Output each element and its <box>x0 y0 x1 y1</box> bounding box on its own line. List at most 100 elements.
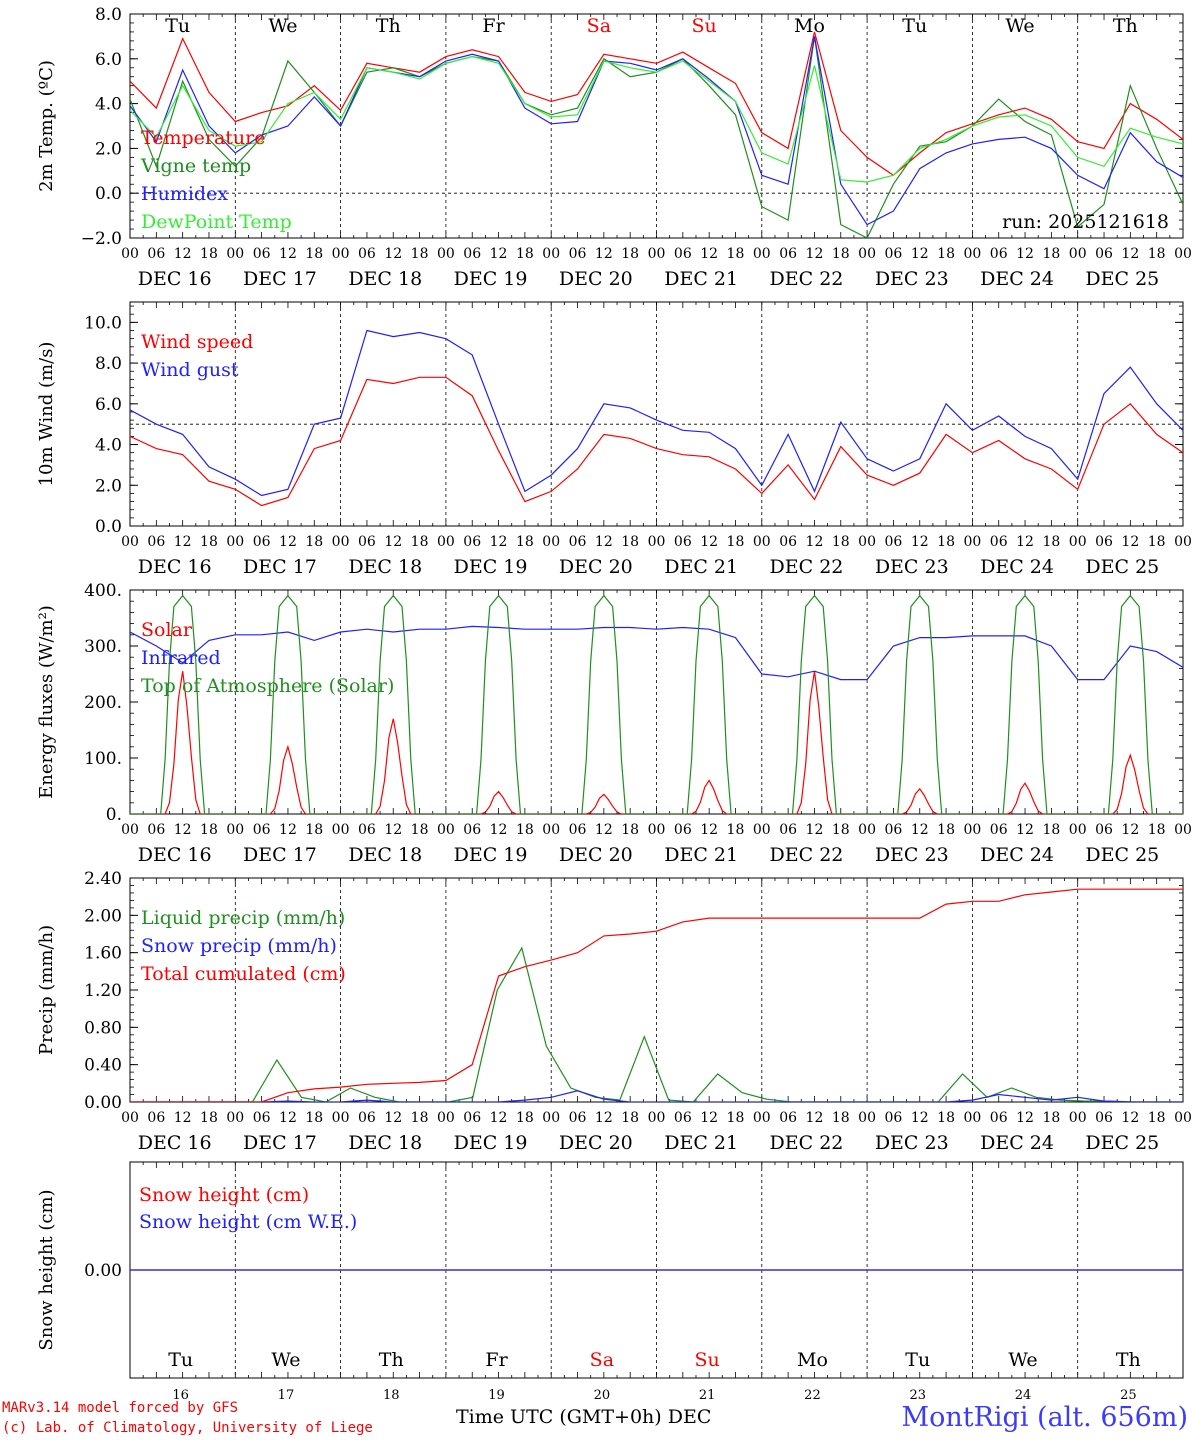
series-line-total-cumulated-cm- <box>130 888 1183 1102</box>
series-line-dewpoint-temp <box>130 55 1183 183</box>
weekday-label: Su <box>692 15 717 37</box>
weekday-label: Fr <box>482 15 505 37</box>
day-number-label: 24 <box>1015 1388 1032 1403</box>
weekday-label: Fr <box>485 1349 508 1371</box>
hour-tick-label: 06 <box>1095 822 1113 838</box>
hour-tick-label: 00 <box>963 246 981 262</box>
hour-tick-label: 12 <box>595 1110 613 1126</box>
date-label: DEC 20 <box>559 844 633 866</box>
hour-tick-label: 06 <box>885 1110 903 1126</box>
hour-tick-label: 12 <box>1016 534 1034 550</box>
series-line-infrared <box>130 625 1183 681</box>
hour-tick-label: 18 <box>727 1110 745 1126</box>
hour-tick-label: 12 <box>1016 246 1034 262</box>
day-number-label: 20 <box>594 1388 611 1403</box>
legend-entry: Solar <box>141 619 193 641</box>
hour-tick-label: 12 <box>279 1110 297 1126</box>
hour-tick-label: 12 <box>806 246 824 262</box>
hour-tick-label: 00 <box>1174 246 1192 262</box>
day-number-label: 16 <box>172 1388 189 1403</box>
hour-tick-label: 18 <box>1148 246 1166 262</box>
hour-tick-label: 12 <box>1121 534 1139 550</box>
hour-tick-label: 12 <box>384 1110 402 1126</box>
hour-tick-label: 18 <box>516 246 534 262</box>
date-label: DEC 25 <box>1085 844 1159 866</box>
date-label: DEC 18 <box>348 268 422 290</box>
hour-tick-label: 06 <box>358 1110 376 1126</box>
date-label: DEC 21 <box>664 844 738 866</box>
y-tick-label: 0.00 <box>84 1093 122 1113</box>
legend-entry: Wind speed <box>141 331 253 353</box>
hour-tick-label: 12 <box>595 822 613 838</box>
hour-tick-label: 18 <box>516 822 534 838</box>
hour-tick-label: 12 <box>1121 246 1139 262</box>
date-label: DEC 23 <box>875 556 949 578</box>
hour-tick-label: 12 <box>279 246 297 262</box>
hour-tick-label: 06 <box>779 822 797 838</box>
hour-tick-label: 12 <box>384 246 402 262</box>
weekday-label: Tu <box>165 15 190 37</box>
hour-tick-label: 00 <box>226 1110 244 1126</box>
hour-tick-label: 00 <box>121 534 139 550</box>
day-number-label: 25 <box>1120 1388 1137 1403</box>
y-tick-label: 0.80 <box>84 1018 122 1038</box>
weekday-label: Th <box>1113 15 1138 37</box>
weekday-label: We <box>1005 15 1034 37</box>
hour-tick-label: 12 <box>700 822 718 838</box>
date-label: DEC 21 <box>664 268 738 290</box>
hour-tick-label: 00 <box>963 534 981 550</box>
hour-tick-label: 18 <box>200 1110 218 1126</box>
date-label: DEC 21 <box>664 1132 738 1154</box>
hour-tick-label: 00 <box>332 822 350 838</box>
hour-tick-label: 06 <box>674 246 692 262</box>
y-tick-label: 400. <box>84 581 122 601</box>
date-label: DEC 18 <box>348 1132 422 1154</box>
y-tick-label: 4.0 <box>95 95 122 115</box>
hour-tick-label: 00 <box>121 246 139 262</box>
date-label: DEC 16 <box>138 268 212 290</box>
hour-tick-label: 18 <box>727 246 745 262</box>
hour-tick-label: 18 <box>200 246 218 262</box>
date-label: DEC 18 <box>348 556 422 578</box>
day-number-label: 21 <box>699 1388 716 1403</box>
hour-tick-label: 06 <box>885 534 903 550</box>
hour-tick-label: 18 <box>1042 1110 1060 1126</box>
hour-tick-label: 12 <box>595 534 613 550</box>
hour-tick-label: 06 <box>674 534 692 550</box>
hour-tick-label: 00 <box>648 246 666 262</box>
hour-tick-label: 06 <box>358 246 376 262</box>
date-label: DEC 18 <box>348 844 422 866</box>
panel-wind: 0.0 2.0 4.0 6.0 8.0 10.0 10m Wind (m/s) Wind sp… <box>36 301 1192 578</box>
hour-tick-label: 06 <box>779 246 797 262</box>
hour-tick-label: 18 <box>621 246 639 262</box>
hour-tick-label: 00 <box>648 822 666 838</box>
hour-tick-label: 18 <box>832 1110 850 1126</box>
panel-frame <box>129 589 1184 815</box>
hour-tick-label: 18 <box>305 1110 323 1126</box>
hour-tick-label: 00 <box>437 246 455 262</box>
date-label: DEC 17 <box>243 1132 317 1154</box>
hour-tick-label: 18 <box>937 1110 955 1126</box>
hour-tick-label: 00 <box>648 534 666 550</box>
date-label: DEC 17 <box>243 844 317 866</box>
hour-tick-label: 18 <box>727 534 745 550</box>
date-label: DEC 22 <box>770 268 844 290</box>
hour-tick-label: 18 <box>727 822 745 838</box>
hour-tick-label: 00 <box>1174 1110 1192 1126</box>
hour-tick-label: 06 <box>147 534 165 550</box>
y-axis-label: Energy fluxes (W/m²) <box>36 605 57 799</box>
weekday-label: Sa <box>590 1349 614 1371</box>
hour-tick-label: 06 <box>990 246 1008 262</box>
date-label: DEC 24 <box>980 844 1054 866</box>
hour-tick-label: 18 <box>937 822 955 838</box>
hour-tick-label: 06 <box>674 1110 692 1126</box>
hour-tick-label: 06 <box>990 1110 1008 1126</box>
hour-tick-label: 18 <box>516 534 534 550</box>
hour-tick-label: 06 <box>463 534 481 550</box>
y-tick-label: 10.0 <box>84 313 122 333</box>
hour-tick-label: 06 <box>990 822 1008 838</box>
date-label: DEC 17 <box>243 556 317 578</box>
weekday-label: We <box>271 1349 300 1371</box>
hour-tick-label: 06 <box>569 534 587 550</box>
hour-tick-label: 00 <box>1174 822 1192 838</box>
